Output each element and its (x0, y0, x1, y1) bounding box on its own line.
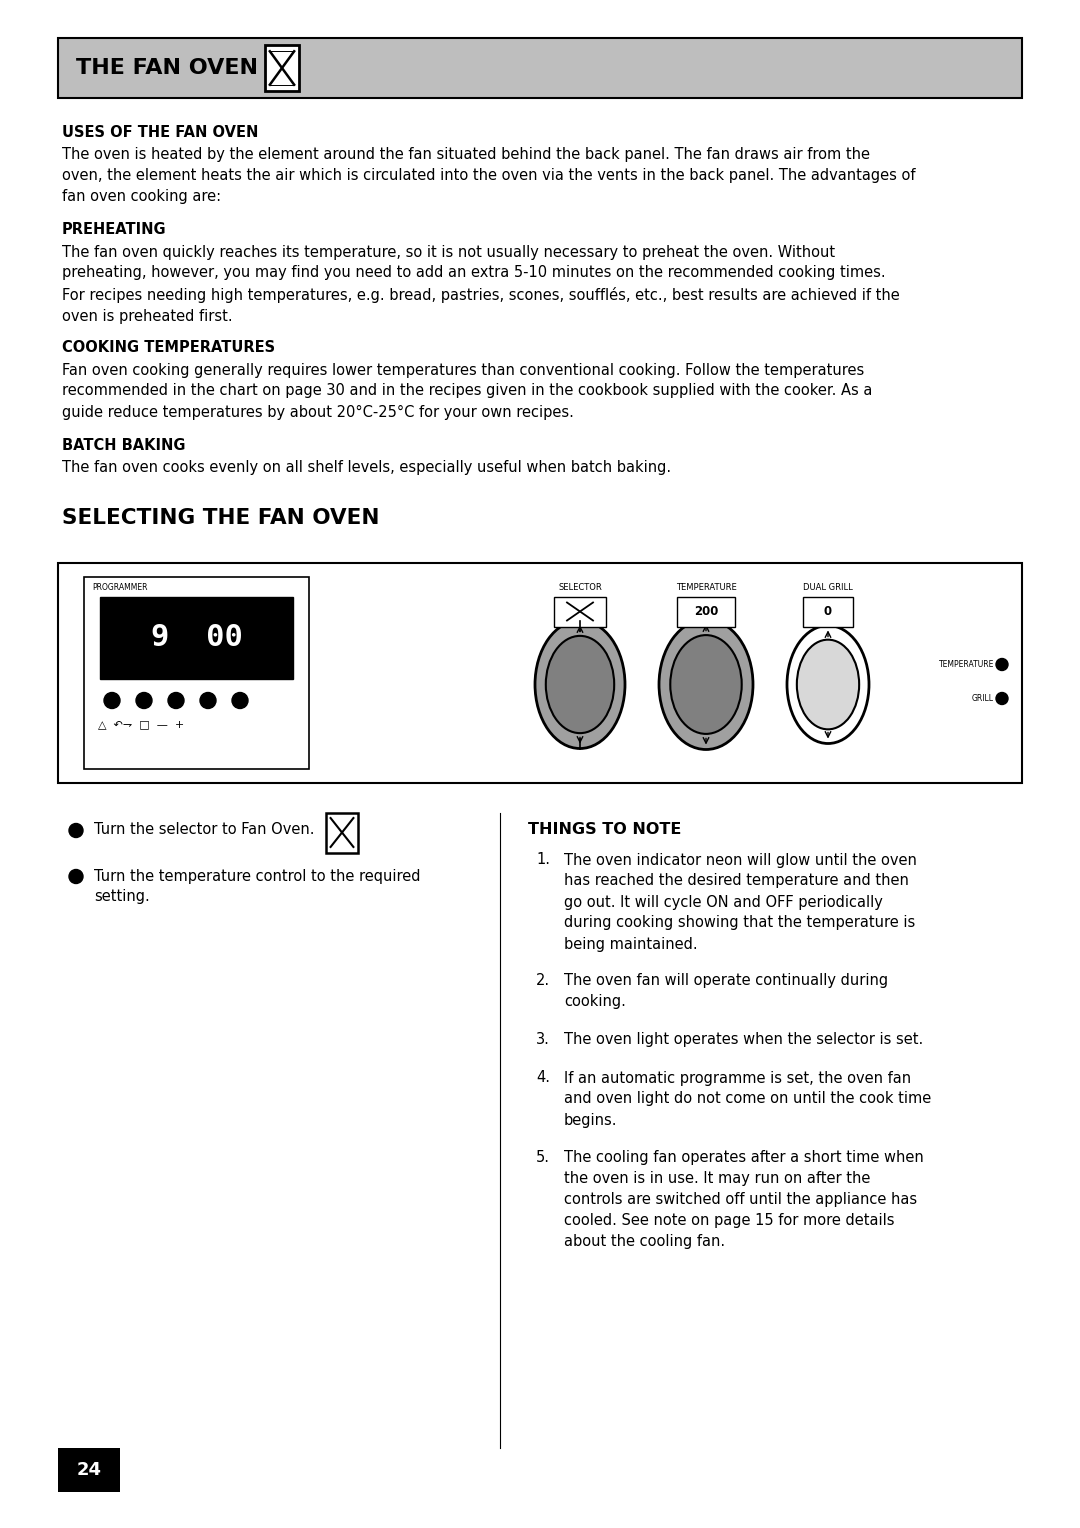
Ellipse shape (545, 636, 615, 733)
Bar (58, 562, 1022, 782)
Text: 3.: 3. (536, 1031, 550, 1047)
Text: The oven fan will operate continually during
cooking.: The oven fan will operate continually du… (564, 973, 888, 1008)
Text: The fan oven cooks evenly on all shelf levels, especially useful when batch baki: The fan oven cooks evenly on all shelf l… (62, 460, 671, 475)
Text: If an automatic programme is set, the oven fan
and oven light do not come on unt: If an automatic programme is set, the ov… (564, 1071, 931, 1128)
FancyBboxPatch shape (326, 813, 357, 853)
Text: USES OF THE FAN OVEN: USES OF THE FAN OVEN (62, 125, 258, 141)
Ellipse shape (659, 619, 753, 750)
Circle shape (104, 692, 120, 709)
Circle shape (996, 692, 1008, 704)
Text: 5.: 5. (536, 1151, 550, 1164)
Text: 0: 0 (824, 605, 832, 617)
Circle shape (69, 824, 83, 837)
Text: Turn the temperature control to the required
setting.: Turn the temperature control to the requ… (94, 868, 420, 905)
Bar (84, 576, 309, 769)
Ellipse shape (797, 640, 860, 729)
Text: TEMPERATURE: TEMPERATURE (676, 582, 737, 591)
Ellipse shape (535, 620, 625, 749)
Bar (100, 596, 293, 678)
Text: PROGRAMMER: PROGRAMMER (92, 582, 148, 591)
Circle shape (996, 659, 1008, 671)
Text: TEMPERATURE: TEMPERATURE (939, 660, 994, 669)
Bar (58, 38, 1022, 98)
Text: COOKING TEMPERATURES: COOKING TEMPERATURES (62, 341, 275, 356)
Text: SELECTING THE FAN OVEN: SELECTING THE FAN OVEN (62, 509, 379, 529)
Text: The oven is heated by the element around the fan situated behind the back panel.: The oven is heated by the element around… (62, 147, 916, 205)
Ellipse shape (671, 636, 742, 733)
Ellipse shape (787, 625, 869, 744)
Circle shape (168, 692, 184, 709)
Text: Fan oven cooking generally requires lower temperatures than conventional cooking: Fan oven cooking generally requires lowe… (62, 362, 873, 420)
Text: The oven indicator neon will glow until the oven
has reached the desired tempera: The oven indicator neon will glow until … (564, 853, 917, 952)
Circle shape (232, 692, 248, 709)
Text: Turn the selector to Fan Oven.: Turn the selector to Fan Oven. (94, 822, 314, 837)
Text: 2.: 2. (536, 973, 550, 989)
Text: GRILL: GRILL (972, 694, 994, 703)
Bar (58, 1449, 120, 1491)
Text: THE FAN OVEN: THE FAN OVEN (76, 58, 258, 78)
Text: 24: 24 (77, 1461, 102, 1479)
Circle shape (136, 692, 152, 709)
Text: SELECTOR: SELECTOR (558, 582, 602, 591)
Bar (677, 596, 735, 626)
Text: DUAL GRILL: DUAL GRILL (804, 582, 853, 591)
Text: 9  00: 9 00 (150, 623, 242, 652)
Circle shape (69, 869, 83, 883)
Circle shape (200, 692, 216, 709)
Text: PREHEATING: PREHEATING (62, 223, 166, 237)
FancyBboxPatch shape (265, 44, 299, 92)
Bar (804, 596, 853, 626)
Text: 1.: 1. (536, 853, 550, 868)
Text: 200: 200 (693, 605, 718, 617)
Text: 4.: 4. (536, 1071, 550, 1085)
Text: THINGS TO NOTE: THINGS TO NOTE (528, 822, 681, 837)
Bar (554, 596, 606, 626)
Text: △  ↶⇁  □  —  +: △ ↶⇁ □ — + (98, 720, 185, 729)
Text: The oven light operates when the selector is set.: The oven light operates when the selecto… (564, 1031, 923, 1047)
Text: The fan oven quickly reaches its temperature, so it is not usually necessary to : The fan oven quickly reaches its tempera… (62, 244, 900, 324)
Text: BATCH BAKING: BATCH BAKING (62, 439, 186, 452)
Text: The cooling fan operates after a short time when
the oven is in use. It may run : The cooling fan operates after a short t… (564, 1151, 923, 1248)
